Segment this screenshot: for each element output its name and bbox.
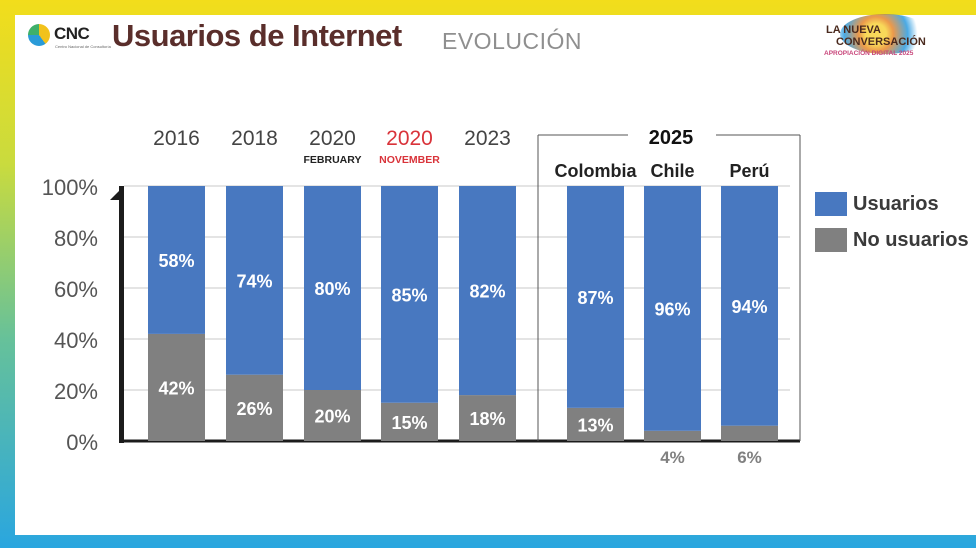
- bar-usuarios: [148, 186, 205, 334]
- x-category-sublabel: NOVEMBER: [379, 154, 440, 166]
- x-category-label: 2016: [153, 127, 200, 150]
- legend-label-no-usuarios: No usuarios: [853, 229, 969, 251]
- x-category-label: Chile: [650, 161, 694, 181]
- brand-line-2: CONVERSACIÓN: [836, 36, 926, 48]
- cnc-logo-subtext: Centro Nacional de Consultoría: [55, 44, 111, 49]
- y-tick-label: 100%: [42, 175, 98, 200]
- legend-swatch-no-usuarios: [815, 228, 847, 252]
- bar-no-usuarios: [567, 407, 624, 441]
- data-label-usuarios: 82%: [469, 282, 505, 302]
- data-label-usuarios: 85%: [391, 285, 427, 305]
- data-label-no-usuarios: 13%: [577, 415, 613, 435]
- data-label-no-usuarios: 20%: [314, 407, 350, 427]
- data-label-no-usuarios: 26%: [236, 399, 272, 419]
- legend-item-usuarios: Usuarios: [815, 190, 975, 218]
- group-label-2025: 2025: [649, 127, 694, 149]
- bar-usuarios: [459, 186, 516, 396]
- data-label-no-usuarios: 6%: [737, 448, 762, 467]
- data-label-no-usuarios: 42%: [158, 378, 194, 398]
- bar-no-usuarios: [226, 374, 283, 441]
- bar-usuarios: [226, 186, 283, 375]
- data-label-no-usuarios: 15%: [391, 413, 427, 433]
- cnc-logo-icon: [28, 24, 50, 46]
- brand-line-1: LA NUEVA: [826, 24, 881, 36]
- data-label-usuarios: 58%: [158, 251, 194, 271]
- bar-no-usuarios: [721, 425, 778, 441]
- x-category-label: Perú: [729, 161, 769, 181]
- data-label-usuarios: 96%: [654, 299, 690, 319]
- y-axis-line: [119, 186, 124, 443]
- cnc-logo: CNC Centro Nacional de Consultoría: [28, 22, 111, 52]
- x-category-label: 2023: [464, 127, 511, 150]
- bar-no-usuarios: [304, 390, 361, 441]
- data-label-usuarios: 74%: [236, 271, 272, 291]
- x-category-label: 2018: [231, 127, 278, 150]
- y-tick-label: 40%: [54, 328, 98, 353]
- brand-line-3: APROPIACIÓN DIGITAL 2025: [824, 50, 914, 57]
- x-category-label: 2020: [309, 127, 356, 150]
- bar-usuarios: [721, 186, 778, 426]
- data-label-no-usuarios: 4%: [660, 448, 685, 467]
- data-label-usuarios: 87%: [577, 288, 613, 308]
- bar-no-usuarios: [381, 402, 438, 441]
- bar-no-usuarios: [459, 395, 516, 441]
- y-axis-cap: [110, 186, 124, 200]
- bar-usuarios: [644, 186, 701, 431]
- data-label-no-usuarios: 18%: [469, 409, 505, 429]
- y-tick-label: 60%: [54, 277, 98, 302]
- data-label-usuarios: 80%: [314, 279, 350, 299]
- brand-swirl-icon: [840, 14, 930, 54]
- bar-usuarios: [304, 186, 361, 390]
- x-category-label: Colombia: [554, 161, 637, 181]
- cnc-logo-text: CNC: [54, 24, 90, 43]
- legend-label-usuarios: Usuarios: [853, 193, 939, 215]
- y-tick-label: 0%: [66, 430, 98, 455]
- bar-usuarios: [381, 186, 438, 403]
- legend-swatch-usuarios: [815, 192, 847, 216]
- y-tick-label: 20%: [54, 379, 98, 404]
- bar-usuarios: [567, 186, 624, 408]
- data-label-usuarios: 94%: [731, 297, 767, 317]
- y-tick-label: 80%: [54, 226, 98, 251]
- bar-no-usuarios: [644, 430, 701, 441]
- legend-item-no-usuarios: No usuarios: [815, 226, 975, 254]
- x-category-label: 2020: [386, 127, 433, 150]
- brand-logo: LA NUEVA CONVERSACIÓN APROPIACIÓN DIGITA…: [822, 14, 942, 60]
- page-title: Usuarios de Internet: [112, 18, 402, 53]
- x-category-sublabel: FEBRUARY: [304, 154, 362, 166]
- page-subtitle: EVOLUCIÓN: [442, 28, 582, 54]
- bar-no-usuarios: [148, 333, 205, 441]
